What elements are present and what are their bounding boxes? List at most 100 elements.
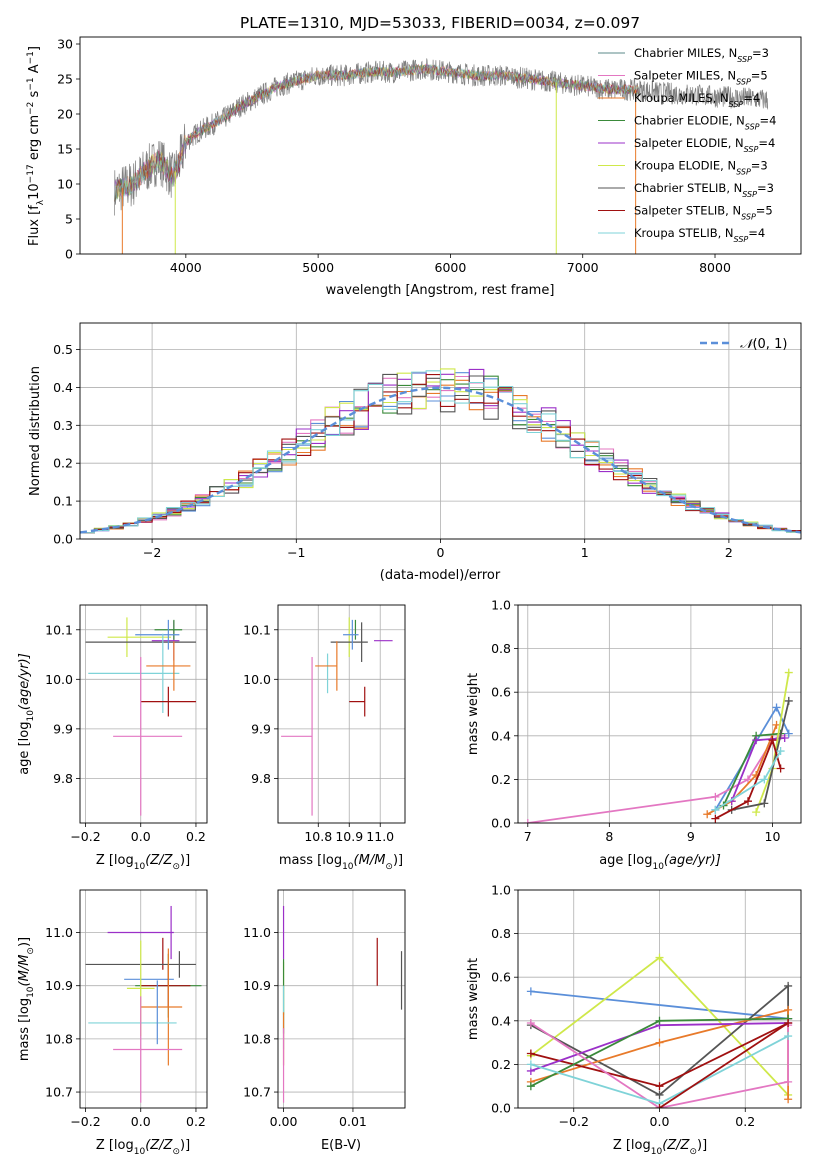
normal-curve (80, 386, 801, 534)
axes-frame (79, 889, 208, 1109)
label-part: =5 (756, 204, 773, 218)
label-part: =5 (751, 69, 768, 83)
y-tick-label: 0.0 (53, 532, 73, 547)
y-tick-label: 0.2 (53, 456, 73, 471)
plot-area (526, 953, 793, 1108)
x-tick-label: −1 (287, 545, 305, 560)
label-part: )] (697, 1138, 707, 1153)
label-part: −2 (26, 102, 36, 115)
weight-marker (784, 696, 793, 705)
label-part: ⊙ (689, 1147, 697, 1157)
legend-label: Chabrier STELIB, NSSP=3 (634, 181, 774, 199)
label-part: ⊙ (172, 862, 180, 872)
label-part: =3 (757, 181, 774, 195)
model-spectrum (114, 64, 639, 202)
weight-marker (711, 805, 720, 814)
plot-area (282, 905, 403, 1103)
label-part: (age/yr)] (664, 853, 721, 868)
label-part: 10 (134, 1147, 146, 1157)
weight-marker (523, 819, 532, 823)
label-part: erg cm (27, 115, 42, 164)
y-tick-label: 10.0 (45, 672, 73, 687)
label-part: 10 (134, 862, 146, 872)
x-axis-label: wavelength [Angstrom, rest frame] (326, 283, 555, 298)
y-tick-label: 9.8 (53, 771, 73, 786)
label-part: (M/M (17, 955, 32, 987)
y-tick-label: 25 (57, 72, 73, 87)
weight-marker (655, 1090, 664, 1099)
label-part: SSP (729, 100, 744, 109)
label-part: Chabrier ELODIE, N (634, 114, 745, 128)
y-axis-label: Normed distribution (28, 366, 43, 496)
weight-marker (655, 1082, 664, 1091)
weight-marker (776, 747, 785, 756)
weight-marker (784, 668, 793, 677)
y-tick-label: 0.2 (491, 1057, 511, 1072)
x-axis-label: age [log10(age/yr)] (599, 853, 721, 872)
label-part: age [log (17, 722, 32, 775)
label-part: SSP (744, 145, 759, 154)
weight-marker (526, 1082, 535, 1091)
label-part: SSP (736, 77, 751, 86)
weight-marker (772, 703, 781, 712)
axes-mass_vs_ebv: 0.00 0.01 10.7 10.8 10.9 11.0 E(B-V) (243, 889, 406, 1153)
label-part: Chabrier MILES, N (634, 46, 737, 60)
y-tick-label: 0.8 (491, 641, 511, 656)
label-part: (Z/Z (662, 1138, 690, 1153)
label-part: )] (180, 853, 190, 868)
weight-marker (784, 1077, 793, 1086)
label-part: =4 (760, 114, 777, 128)
legend-label: Salpeter MILES, NSSP=5 (634, 69, 768, 87)
y-tick-label: 10.9 (45, 978, 73, 993)
label-part: 10 (651, 1147, 663, 1157)
x-tick-label: 7000 (567, 260, 599, 275)
weight-marker (784, 1032, 793, 1041)
axes-frame (79, 322, 802, 540)
label-part: Salpeter STELIB, N (634, 204, 741, 218)
y-tick-label: 0.6 (491, 970, 511, 985)
label-part: )] (17, 937, 32, 947)
label-part: =3 (751, 159, 768, 173)
label-part: −1 (26, 51, 36, 64)
weight-marker (752, 808, 761, 817)
x-tick-label: 9 (687, 829, 695, 844)
y-axis-label: mass [log10(M/M⊙)] (17, 937, 36, 1061)
y-tick-label: 30 (57, 37, 73, 52)
label-part: age [log (599, 853, 652, 868)
x-axis-label: (data-model)/error (380, 568, 501, 583)
y-tick-label: 20 (57, 107, 73, 122)
x-tick-label: 2 (725, 545, 733, 560)
weight-marker (703, 810, 712, 819)
x-tick-label: 0.2 (186, 829, 206, 844)
label-part: Chabrier STELIB, N (634, 181, 742, 195)
model-spectrum (114, 64, 639, 202)
y-tick-label: 1.0 (491, 883, 511, 898)
y-tick-label: 0.4 (53, 380, 73, 395)
y-tick-label: 10.7 (45, 1085, 73, 1100)
y-axis-label: mass weight (466, 673, 481, 755)
label-part: 10 (26, 710, 36, 722)
plot-area (80, 368, 801, 534)
label-part: SSP (734, 235, 749, 244)
y-tick-label: 0.2 (491, 772, 511, 787)
axes-frame (79, 36, 802, 255)
x-tick-label: −0.2 (559, 1114, 589, 1129)
y-tick-label: 11.0 (243, 925, 271, 940)
label-part: s (27, 90, 42, 101)
label-part: Salpeter ELODIE, N (634, 136, 744, 150)
label-part: 10 (342, 862, 354, 872)
legend-label: Chabrier MILES, NSSP=3 (634, 46, 769, 64)
weight-marker (743, 797, 752, 806)
y-tick-label: 0.0 (491, 1101, 511, 1116)
plot-area (281, 617, 393, 816)
weight-marker (760, 775, 769, 784)
x-axis-label: Z [log10(Z/Z⊙)] (613, 1138, 707, 1157)
x-tick-label: 4000 (170, 260, 202, 275)
label-part: 10 (27, 183, 42, 200)
y-tick-label: 9.8 (251, 771, 271, 786)
plot-area (85, 617, 196, 816)
label-part: (M/M (354, 853, 386, 868)
x-tick-label: 10.9 (335, 829, 363, 844)
label-part: (Z/Z (145, 853, 173, 868)
